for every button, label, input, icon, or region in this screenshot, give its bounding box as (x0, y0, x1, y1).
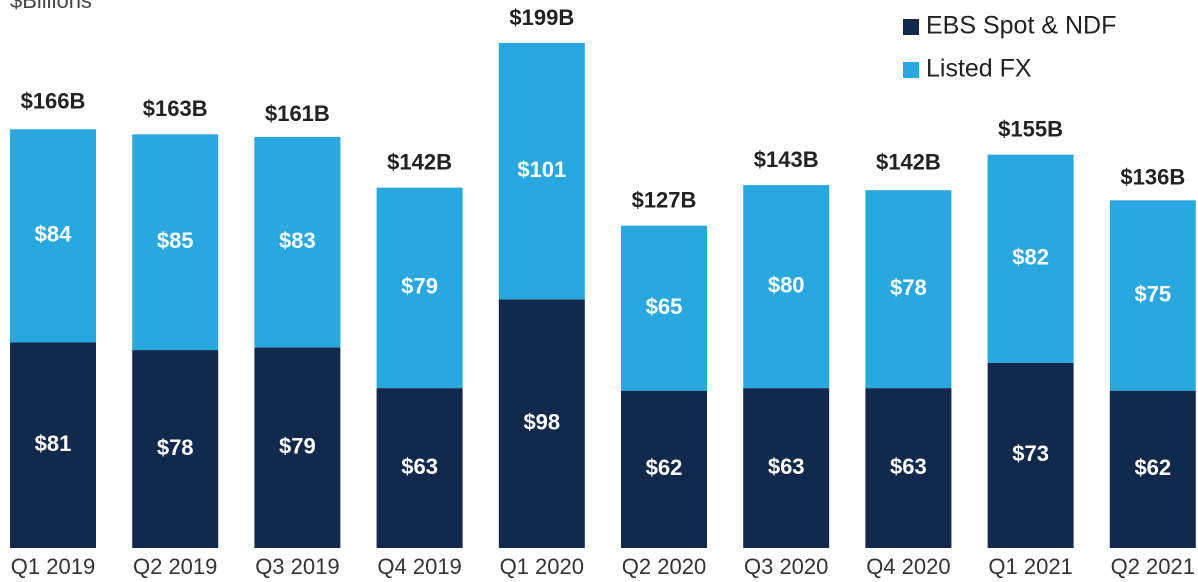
value-label: $62 (646, 455, 683, 480)
total-label: $127B (632, 188, 697, 213)
legend-swatch (903, 62, 919, 78)
x-tick-label: Q1 2020 (500, 554, 584, 579)
value-label: $63 (890, 454, 927, 479)
value-label: $83 (279, 228, 316, 253)
x-tick-label: Q4 2020 (866, 554, 950, 579)
total-label: $142B (876, 149, 941, 174)
legend-label: EBS Spot & NDF (926, 12, 1116, 40)
value-label: $62 (1134, 455, 1171, 480)
bar-segment (10, 342, 96, 548)
bar-segment (987, 362, 1074, 548)
bar-segment (865, 190, 952, 389)
value-label: $98 (523, 409, 560, 434)
value-label: $79 (279, 434, 316, 459)
bar-segment (621, 390, 707, 548)
bar-segment (743, 388, 830, 548)
bar-segment (743, 185, 830, 389)
bar-segment (132, 350, 219, 548)
x-tick-label: Q3 2020 (744, 554, 828, 579)
total-label: $143B (754, 147, 819, 172)
total-label: $166B (21, 89, 86, 114)
bar-segment (1109, 200, 1196, 391)
bar-segment (254, 347, 341, 548)
x-tick-label: Q3 2019 (255, 554, 339, 579)
total-label: $161B (265, 101, 330, 126)
value-label: $78 (157, 435, 194, 460)
legend-label: Listed FX (926, 55, 1032, 83)
bar-segment (1109, 390, 1196, 548)
value-label: $75 (1134, 281, 1171, 306)
value-label: $79 (401, 274, 438, 299)
x-tick-label: Q2 2021 (1111, 554, 1195, 579)
bar-segment (987, 154, 1074, 363)
value-label: $82 (1012, 245, 1049, 270)
value-label: $80 (768, 272, 805, 297)
total-label: $136B (1120, 165, 1185, 190)
x-tick-label: Q2 2020 (622, 554, 706, 579)
value-label: $81 (35, 431, 72, 456)
value-label: $84 (35, 222, 72, 247)
bar-segment (498, 43, 585, 300)
bar-segment (376, 388, 463, 548)
total-label: $155B (998, 116, 1063, 141)
bar-segment (10, 129, 96, 343)
value-label: $63 (401, 454, 438, 479)
total-label: $142B (387, 149, 452, 174)
bar-segment (254, 136, 341, 348)
x-tick-label: Q4 2019 (377, 554, 461, 579)
total-label: $199B (509, 5, 574, 30)
legend-swatch (903, 19, 919, 35)
value-label: $73 (1012, 441, 1049, 466)
x-tick-label: Q2 2019 (133, 554, 217, 579)
value-label: $78 (890, 275, 927, 300)
value-label: $101 (517, 157, 566, 182)
bar-segment (498, 299, 585, 548)
bar-segment (865, 388, 952, 548)
chart-subtitle: $Billions (10, 0, 92, 13)
x-tick-label: Q1 2021 (988, 554, 1072, 579)
x-tick-label: Q1 2019 (11, 554, 95, 579)
bar-segment (376, 187, 463, 389)
bar-segment (132, 134, 219, 351)
value-label: $65 (646, 294, 683, 319)
value-label: $63 (768, 454, 805, 479)
total-label: $163B (143, 96, 208, 121)
bar-segment (621, 225, 707, 391)
value-label: $85 (157, 228, 194, 253)
